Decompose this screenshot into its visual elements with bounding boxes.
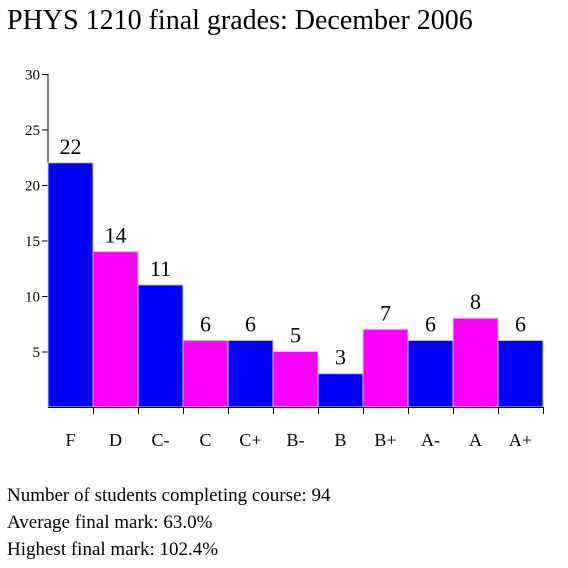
bar-C- <box>137 284 184 408</box>
value-label: 6 <box>515 311 526 336</box>
bars <box>47 162 544 408</box>
stat-value: 102.4% <box>159 539 219 560</box>
x-tick-label: C+ <box>239 430 261 450</box>
y-tick-label: 25 <box>25 123 40 139</box>
value-label: 22 <box>60 134 82 159</box>
x-tick-label: F <box>65 430 75 450</box>
value-label: 3 <box>335 345 346 370</box>
students-stat: Number of students completing course: 94 <box>7 482 330 509</box>
bar-B+ <box>362 328 409 408</box>
x-tick-label: B+ <box>374 430 396 450</box>
x-tick-label: C <box>199 430 211 450</box>
bar-C <box>182 339 229 408</box>
highest-stat: Highest final mark: 102.4% <box>7 536 330 563</box>
value-label: 7 <box>380 300 391 325</box>
x-tick-label: B- <box>287 430 305 450</box>
x-tick-label: A <box>469 430 482 450</box>
value-label: 8 <box>470 289 481 314</box>
bar-chart: 5 10 15 20 25 30 22 14 11 6 6 5 3 7 6 8 6 F D C- C C+ B- B B+ A… <box>25 68 544 450</box>
y-axis: 5 10 15 20 25 30 <box>25 68 49 407</box>
y-tick-label: 30 <box>25 68 40 84</box>
chart-title: PHYS 1210 final grades: December 2006 <box>7 5 473 36</box>
value-label: 6 <box>200 311 211 336</box>
x-tick-label: A+ <box>509 430 532 450</box>
x-tick-label: A- <box>421 430 440 450</box>
bar-A <box>452 317 499 408</box>
stat-label: Number of students completing course: <box>7 485 307 506</box>
value-label: 11 <box>150 256 171 281</box>
stat-value: 94 <box>311 485 331 506</box>
y-tick-label: 15 <box>25 234 40 250</box>
course-stats: Number of students completing course: 94… <box>7 482 330 563</box>
bar-B <box>317 373 364 408</box>
x-tick-label: B <box>334 430 346 450</box>
value-label: 14 <box>105 223 127 248</box>
y-tick-label: 20 <box>25 179 40 195</box>
y-tick-label: 10 <box>25 290 40 306</box>
bar-D <box>92 251 139 408</box>
value-labels: 22 14 11 6 6 5 3 7 6 8 6 <box>60 134 527 370</box>
bar-F <box>47 162 94 408</box>
y-tick-label: 5 <box>33 345 41 361</box>
average-stat: Average final mark: 63.0% <box>7 509 330 536</box>
bar-B- <box>272 351 319 408</box>
x-axis: F D C- C C+ B- B B+ A- A A+ <box>48 407 544 450</box>
bar-A- <box>407 339 454 408</box>
x-tick-label: D <box>109 430 122 450</box>
bar-A+ <box>497 339 544 408</box>
bar-C+ <box>227 339 274 408</box>
stat-label: Average final mark: <box>7 512 159 533</box>
stat-label: Highest final mark: <box>7 539 155 560</box>
value-label: 6 <box>425 311 436 336</box>
value-label: 5 <box>290 323 301 348</box>
stat-value: 63.0% <box>163 512 213 533</box>
value-label: 6 <box>245 311 256 336</box>
x-tick-label: C- <box>152 430 170 450</box>
